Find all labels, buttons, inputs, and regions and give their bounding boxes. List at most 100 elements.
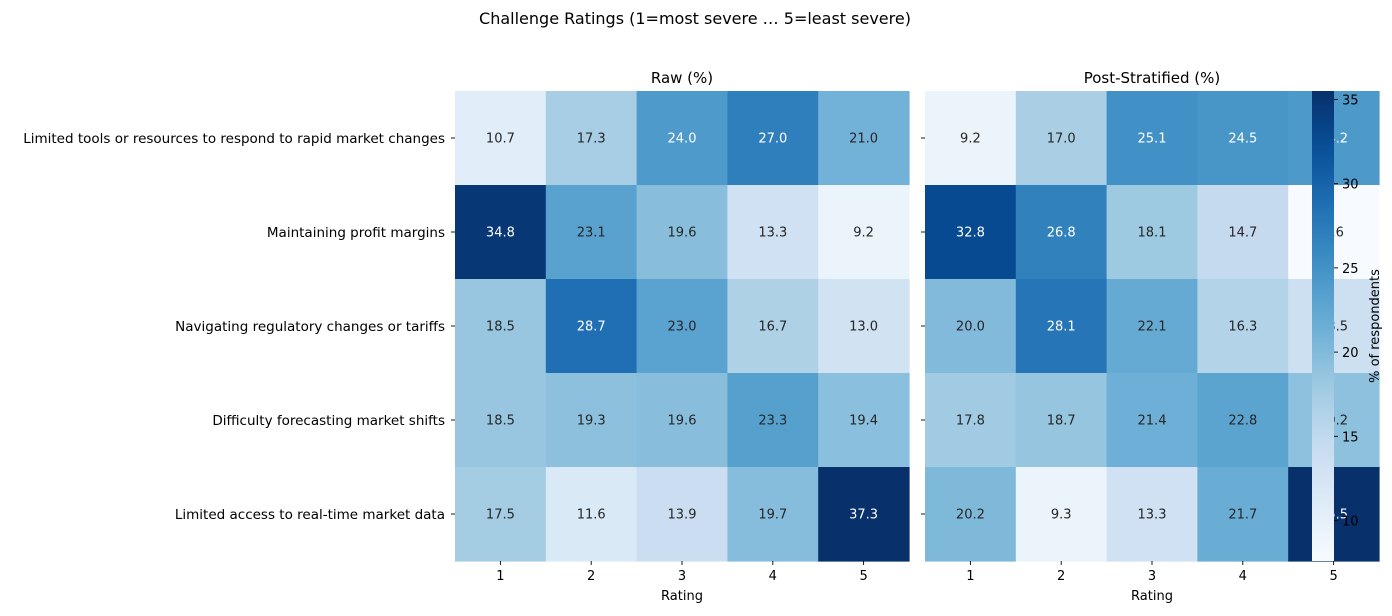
cell-value-label: 13.9 <box>668 508 697 523</box>
heatmap-cell <box>636 185 728 280</box>
cell-value-label: 25.1 <box>1138 132 1167 147</box>
heatmap-cell <box>545 467 638 562</box>
cell-value-label: 32.8 <box>956 226 985 241</box>
row-label: Limited access to real-time market data <box>175 507 445 523</box>
cell-value-label: 22.8 <box>1228 414 1257 429</box>
heatmap-cell <box>1015 467 1108 562</box>
heatmap-panel-1: Raw (%) 10.7 17.3 24.0 27.0 21.0 34.8 23.1 19.6 1… <box>23 69 910 604</box>
colorbar-tick-label: 20 <box>1342 346 1359 361</box>
heatmap-cell <box>1015 91 1108 186</box>
x-tick-label: 5 <box>859 569 867 584</box>
cell-value-label: 22.1 <box>1138 320 1167 335</box>
heatmap-panel-2: Post-Stratified (%)9.217.025.124.524.232… <box>921 69 1380 604</box>
cell-value-label: 13.0 <box>849 320 878 335</box>
cell-value-label: 13.3 <box>1138 508 1167 523</box>
x-tick-label: 4 <box>1239 569 1247 584</box>
heatmap-cell <box>727 91 819 186</box>
cell-value-label: 18.5 <box>486 414 515 429</box>
heatmap-cell <box>545 373 638 468</box>
cell-value-label: 17.8 <box>956 414 985 429</box>
cell-value-label: 23.3 <box>758 414 787 429</box>
colorbar-tick-label: 10 <box>1342 515 1359 530</box>
cell-value-label: 19.7 <box>758 508 787 523</box>
cell-value-label: 17.5 <box>486 508 515 523</box>
heatmap-cell <box>727 467 819 562</box>
heatmap-cell <box>455 467 547 562</box>
heatmap-cell <box>818 279 910 374</box>
cell-value-label: 28.7 <box>577 320 606 335</box>
cell-value-label: 23.0 <box>668 320 697 335</box>
x-tick-label: 5 <box>1329 569 1337 584</box>
cell-value-label: 18.5 <box>486 320 515 335</box>
heatmap-cell <box>818 467 910 562</box>
heatmap-cell <box>455 279 547 374</box>
cell-value-label: 34.8 <box>486 226 515 241</box>
cell-value-label: 19.4 <box>849 414 878 429</box>
cell-value-label: 37.3 <box>849 508 878 523</box>
chart-title: Challenge Ratings (1=most severe … 5=lea… <box>479 9 911 28</box>
heatmap-cell <box>1106 467 1198 562</box>
heatmap-cell <box>545 279 638 374</box>
cell-value-label: 20.2 <box>956 508 985 523</box>
heatmap-cell <box>818 185 910 280</box>
heatmap-cell <box>925 467 1017 562</box>
heatmap-cell <box>1197 467 1289 562</box>
x-tick-label: 2 <box>1057 569 1065 584</box>
row-label: Navigating regulatory changes or tariffs <box>175 319 445 335</box>
heatmap-cell <box>636 279 728 374</box>
colorbar-tick-label: 25 <box>1342 262 1359 277</box>
heatmap-cell <box>727 185 819 280</box>
row-label: Maintaining profit margins <box>267 225 445 241</box>
cell-value-label: 18.7 <box>1047 414 1076 429</box>
heatmap-cell <box>818 91 910 186</box>
colorbar-tick-label: 15 <box>1342 430 1359 445</box>
heatmap-cell <box>455 91 547 186</box>
heatmap-cell <box>925 91 1017 186</box>
cell-value-label: 24.0 <box>668 132 697 147</box>
panel-title: Post-Stratified (%) <box>1084 69 1221 87</box>
cell-value-label: 13.3 <box>758 226 787 241</box>
colorbar-gradient <box>1312 91 1334 561</box>
heatmap-cell <box>1197 373 1289 468</box>
heatmap-cell <box>1015 373 1108 468</box>
x-axis-label: Rating <box>1131 589 1173 604</box>
cell-value-label: 17.0 <box>1047 132 1076 147</box>
heatmap-cell <box>1106 185 1198 280</box>
heatmap-cell <box>1197 279 1289 374</box>
x-tick-label: 1 <box>496 569 504 584</box>
heatmap-cell <box>636 91 728 186</box>
colorbar: 10 15 20 25 30 35 % of respondents <box>1312 91 1383 561</box>
heatmap-cell <box>636 373 728 468</box>
row-label: Difficulty forecasting market shifts <box>212 413 445 429</box>
cell-value-label: 9.2 <box>853 226 874 241</box>
cell-value-label: 17.3 <box>577 132 606 147</box>
cell-value-label: 19.6 <box>668 226 697 241</box>
cell-value-label: 28.1 <box>1047 320 1076 335</box>
cell-value-label: 26.8 <box>1047 226 1076 241</box>
heatmap-cell <box>1197 91 1289 186</box>
heatmap-cell <box>1197 185 1289 280</box>
panel-title: Raw (%) <box>651 69 713 87</box>
heatmap-cell <box>455 373 547 468</box>
cell-value-label: 24.5 <box>1228 132 1257 147</box>
heatmap-cell <box>925 279 1017 374</box>
row-label: Limited tools or resources to respond to… <box>23 131 445 147</box>
heatmap-cell <box>545 91 638 186</box>
colorbar-label: % of respondents <box>1368 269 1383 383</box>
cell-value-label: 9.3 <box>1051 508 1072 523</box>
heatmap-cell <box>545 185 638 280</box>
cell-value-label: 19.6 <box>668 414 697 429</box>
x-tick-label: 2 <box>587 569 595 584</box>
cell-value-label: 27.0 <box>758 132 787 147</box>
heatmap-cell <box>1106 373 1198 468</box>
cell-value-label: 19.3 <box>577 414 606 429</box>
heatmap-cell <box>636 467 728 562</box>
cell-value-label: 16.3 <box>1228 320 1257 335</box>
cell-value-label: 20.0 <box>956 320 985 335</box>
heatmap-cell <box>1106 91 1198 186</box>
heatmap-cell <box>1015 279 1108 374</box>
heatmap-cell <box>727 373 819 468</box>
heatmap-cell <box>1015 185 1108 280</box>
colorbar-tick-label: 35 <box>1342 93 1359 108</box>
